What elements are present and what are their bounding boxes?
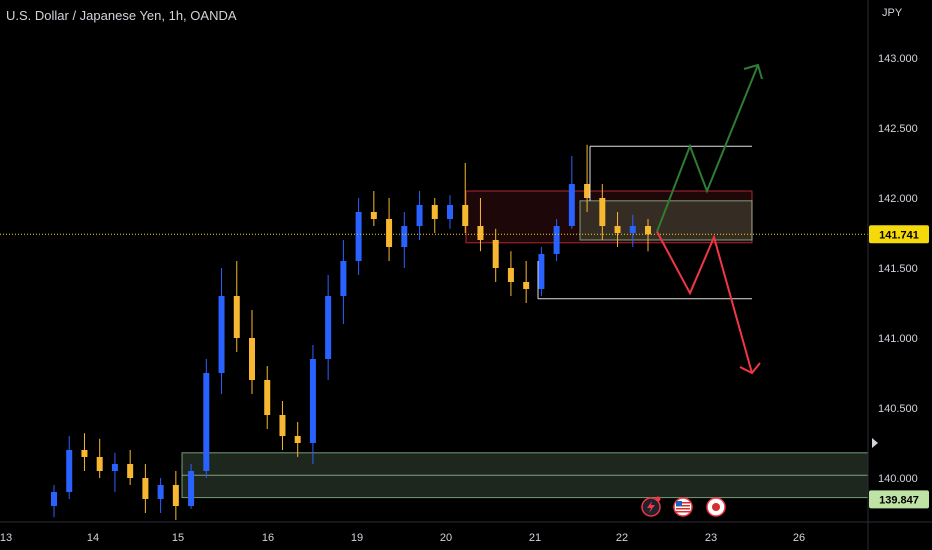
candle (431, 198, 438, 233)
candle (264, 366, 271, 429)
candle (370, 191, 377, 226)
jp-flag-event-icon[interactable] (706, 497, 726, 517)
x-tick-label: 13 (0, 532, 12, 544)
candle (355, 198, 362, 275)
candle (538, 247, 545, 296)
bearish-arrowhead (739, 362, 761, 375)
last-price-text: 141.741 (879, 229, 919, 241)
candle (51, 485, 57, 518)
price-badges: 141.741 139.847 (869, 225, 929, 509)
zone-price-text: 139.847 (879, 494, 919, 506)
candle (233, 261, 240, 352)
candle (157, 478, 164, 513)
y-tick-label: 141.500 (878, 263, 918, 275)
candle (203, 359, 210, 478)
x-tick-label: 23 (705, 532, 717, 544)
y-tick-label: 140.500 (878, 403, 918, 415)
candle (584, 144, 591, 212)
y-tick-label: 142.000 (878, 193, 918, 205)
bearish-path[interactable] (656, 231, 753, 374)
last-price-badge (869, 225, 929, 244)
candle (386, 198, 393, 261)
y-tick-label: 143.000 (878, 53, 918, 65)
x-tick-label: 15 (172, 532, 184, 544)
candle (96, 438, 103, 478)
y-tick-label: 141.000 (878, 333, 918, 345)
candle (614, 212, 621, 247)
lightning-event-icon[interactable] (641, 496, 661, 517)
candle (142, 464, 149, 513)
candle (553, 219, 560, 261)
x-tick-label: 26 (793, 532, 805, 544)
candle (477, 198, 484, 252)
y-tick-label: 140.000 (878, 473, 918, 485)
x-tick-label: 14 (87, 532, 99, 544)
candle (645, 219, 651, 252)
candle (111, 452, 118, 492)
bullish-arrowhead (743, 63, 763, 80)
candle (309, 345, 316, 464)
x-tick-label: 19 (351, 532, 363, 544)
event-icons (641, 496, 726, 517)
x-tick-label: 22 (616, 532, 628, 544)
candle (127, 450, 134, 485)
x-tick-label: 21 (529, 532, 541, 544)
candle (599, 184, 606, 240)
candle (325, 275, 332, 380)
candle (401, 212, 408, 268)
candle (294, 422, 301, 457)
zones-layer (181, 190, 869, 499)
candle (81, 433, 88, 471)
candle (249, 310, 255, 394)
candle (340, 240, 347, 324)
candle (462, 163, 469, 233)
candle (447, 195, 453, 229)
candle (568, 156, 575, 229)
candle (66, 436, 73, 499)
candle (523, 261, 530, 303)
scroll-right-icon[interactable] (872, 438, 878, 448)
x-tick-label: 16 (262, 532, 274, 544)
currency-label: JPY (882, 7, 903, 19)
candle (507, 251, 514, 296)
candle (492, 228, 499, 282)
us-flag-event-icon[interactable] (673, 497, 693, 517)
zone-price-badge (869, 490, 929, 509)
candles-layer (51, 144, 651, 520)
time-axis: 13 14 15 16 19 20 21 22 23 26 (0, 532, 805, 544)
candle (279, 401, 286, 450)
candle (172, 471, 179, 520)
candle (218, 268, 225, 394)
bullish-path[interactable] (656, 64, 759, 232)
y-tick-label: 142.500 (878, 123, 918, 135)
candle (629, 214, 636, 247)
candle (416, 191, 423, 240)
x-tick-label: 20 (440, 532, 452, 544)
chart-title: U.S. Dollar / Japanese Yen, 1h, OANDA (6, 8, 237, 23)
drawings-layer (0, 63, 868, 375)
candle (188, 464, 195, 509)
